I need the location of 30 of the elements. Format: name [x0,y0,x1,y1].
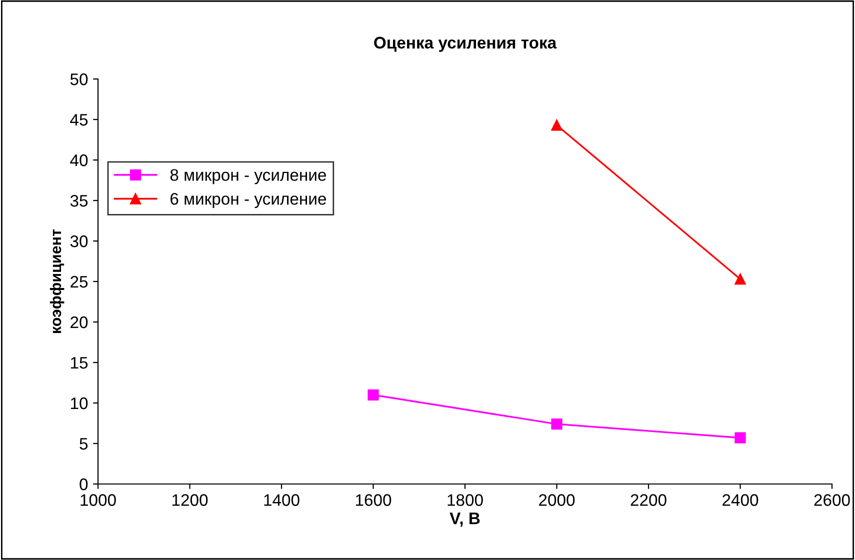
y-tick-label: 35 [70,194,88,207]
y-tick-label: 10 [71,397,88,410]
y-tick-label: 25 [70,276,88,288]
x-tick-label: 2600 [814,494,850,506]
legend-label: 8 микрон - усиление [170,169,326,184]
point [551,120,562,131]
y-axis-title: коэффициент [50,229,64,333]
y-tick-label: 0 [80,478,88,490]
y-tick-label: 5 [80,438,88,450]
point [734,432,746,444]
x-tick-label: 1200 [172,494,208,506]
point [551,418,562,430]
legend-label: 6 микрон - усиление [170,192,326,208]
x-tick-label: 2000 [539,494,575,506]
y-tick-label: 15 [71,357,88,369]
x-tick-label: 2400 [722,494,758,506]
x-tick-label: 1800 [448,494,483,506]
point [734,274,746,285]
chart-title: Оценка усиления тока [374,36,557,52]
point [368,389,379,400]
x-tick-label: 2200 [630,494,666,506]
x-tick-label: 1000 [80,494,116,506]
y-tick-label: 50 [70,73,88,86]
y-tick-label: 45 [70,114,88,126]
x-tick-label: 1600 [356,494,392,506]
y-tick-label: 20 [70,316,88,328]
x-axis-title: V, В [450,512,480,527]
y-tick-label: 40 [70,154,88,166]
y-tick-label: 30 [70,235,88,248]
x-tick-label: 1400 [264,494,300,506]
